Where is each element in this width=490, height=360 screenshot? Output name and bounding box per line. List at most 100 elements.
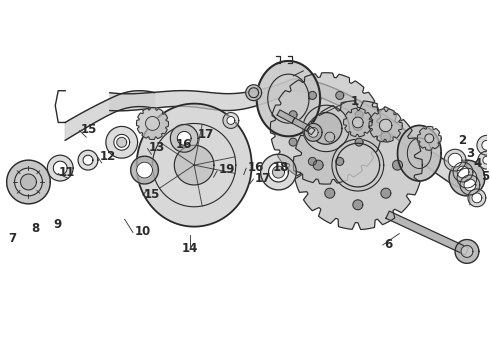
Polygon shape (379, 119, 392, 132)
Polygon shape (455, 239, 479, 263)
Polygon shape (444, 149, 466, 171)
Text: 19: 19 (219, 163, 235, 176)
Polygon shape (137, 104, 252, 227)
Text: 12: 12 (99, 150, 116, 163)
Text: 1: 1 (351, 95, 359, 108)
Polygon shape (110, 79, 417, 160)
Polygon shape (261, 154, 296, 190)
Polygon shape (310, 113, 342, 144)
Polygon shape (137, 108, 169, 139)
Polygon shape (457, 166, 469, 178)
Polygon shape (246, 85, 262, 101)
Polygon shape (83, 155, 93, 165)
Polygon shape (289, 138, 297, 146)
Polygon shape (146, 117, 159, 130)
Polygon shape (353, 200, 363, 210)
Text: 7: 7 (8, 233, 16, 246)
Polygon shape (131, 156, 158, 184)
Polygon shape (332, 139, 384, 191)
Polygon shape (15, 168, 42, 196)
Polygon shape (336, 157, 343, 165)
Polygon shape (386, 211, 468, 255)
Text: 15: 15 (81, 123, 98, 136)
Polygon shape (114, 134, 130, 150)
Polygon shape (472, 193, 482, 203)
Polygon shape (417, 142, 469, 190)
Polygon shape (352, 117, 363, 128)
Text: 18: 18 (273, 161, 289, 174)
Polygon shape (336, 91, 343, 99)
Polygon shape (272, 166, 284, 178)
Polygon shape (106, 126, 138, 158)
Polygon shape (292, 118, 310, 131)
Polygon shape (381, 188, 391, 198)
Polygon shape (313, 160, 323, 170)
Polygon shape (146, 117, 159, 130)
Polygon shape (21, 174, 36, 190)
Text: 6: 6 (385, 238, 393, 251)
Text: 11: 11 (59, 166, 75, 179)
Polygon shape (304, 123, 322, 141)
Text: 3: 3 (466, 147, 474, 160)
Polygon shape (464, 179, 476, 191)
Polygon shape (223, 113, 239, 129)
Polygon shape (174, 145, 214, 185)
Polygon shape (453, 162, 473, 182)
Polygon shape (309, 157, 317, 165)
Polygon shape (336, 143, 380, 187)
Polygon shape (325, 132, 335, 142)
Polygon shape (468, 189, 486, 207)
Polygon shape (448, 153, 462, 167)
Polygon shape (65, 91, 154, 140)
Polygon shape (53, 161, 67, 175)
Polygon shape (277, 110, 295, 123)
Polygon shape (171, 125, 198, 152)
Polygon shape (482, 140, 490, 150)
Text: 15: 15 (144, 188, 160, 201)
Text: 4: 4 (474, 157, 482, 170)
Text: 9: 9 (53, 218, 61, 231)
Polygon shape (78, 150, 98, 170)
Polygon shape (325, 188, 335, 198)
Polygon shape (343, 108, 372, 137)
Polygon shape (289, 111, 297, 119)
Polygon shape (460, 175, 480, 195)
Polygon shape (449, 160, 485, 196)
Polygon shape (355, 111, 363, 119)
Text: 13: 13 (149, 141, 165, 154)
Polygon shape (269, 162, 289, 182)
Polygon shape (7, 160, 50, 204)
Polygon shape (227, 117, 235, 125)
Polygon shape (417, 126, 441, 150)
Polygon shape (306, 126, 315, 135)
Polygon shape (249, 88, 259, 98)
Polygon shape (425, 134, 434, 143)
Polygon shape (48, 155, 73, 181)
Text: 16: 16 (247, 161, 264, 174)
Polygon shape (309, 91, 317, 99)
Polygon shape (369, 109, 402, 142)
Polygon shape (308, 127, 318, 138)
Polygon shape (257, 61, 320, 136)
Text: 2: 2 (458, 134, 466, 147)
Text: 14: 14 (182, 242, 198, 255)
Polygon shape (461, 246, 473, 257)
Polygon shape (397, 125, 441, 181)
Polygon shape (477, 135, 490, 155)
Polygon shape (478, 151, 490, 169)
Polygon shape (381, 132, 391, 142)
Polygon shape (270, 73, 382, 184)
Text: 5: 5 (481, 170, 489, 183)
Polygon shape (353, 121, 363, 130)
Text: 17: 17 (197, 128, 214, 141)
Polygon shape (303, 105, 349, 152)
Polygon shape (177, 131, 191, 145)
Text: 17: 17 (255, 172, 271, 185)
Text: 10: 10 (134, 225, 150, 238)
Polygon shape (457, 168, 477, 188)
Polygon shape (392, 160, 402, 170)
Polygon shape (117, 138, 127, 147)
Polygon shape (137, 162, 152, 178)
Text: 8: 8 (31, 222, 40, 235)
Polygon shape (355, 138, 363, 146)
